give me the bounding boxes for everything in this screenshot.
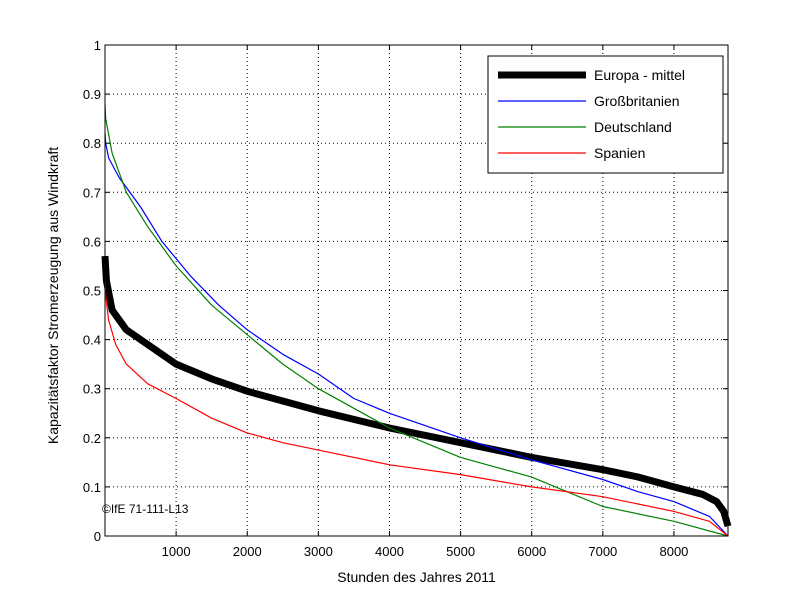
legend-label: Europa - mittel (594, 67, 685, 83)
y-tick-label: 0.3 (83, 382, 101, 397)
y-tick-label: 0.4 (83, 333, 101, 348)
legend-label: Spanien (594, 145, 645, 161)
x-tick-label: 4000 (375, 544, 404, 559)
series-line-3 (104, 280, 729, 537)
legend-label: Großbritanien (594, 93, 680, 109)
y-tick-label: 0.9 (83, 87, 101, 102)
series-line-2 (104, 103, 729, 537)
x-axis-title: Stunden des Jahres 2011 (337, 569, 496, 585)
copyright-annotation: ©IfE 71-111-L13 (102, 502, 189, 516)
axis-ticks: 1000 2000 3000 4000 5000 6000 7000 8000 0 0.1 0.2 0… (83, 38, 728, 559)
y-axis-title: Kapazitätsfaktor Stromerzeugung aus Wind… (45, 147, 61, 444)
x-tick-label: 6000 (517, 544, 546, 559)
legend-label: Deutschland (594, 119, 672, 135)
x-tick-label: 8000 (659, 544, 688, 559)
series-line-0 (101, 255, 732, 528)
series-layer (101, 103, 732, 537)
y-tick-label: 0 (94, 529, 101, 544)
y-tick-label: 0.1 (83, 480, 101, 495)
x-tick-label: 3000 (304, 544, 333, 559)
x-tick-label: 2000 (233, 544, 262, 559)
y-tick-label: 0.6 (83, 234, 101, 249)
x-tick-label: 7000 (588, 544, 617, 559)
y-tick-label: 0.5 (83, 284, 101, 299)
y-tick-label: 0.7 (83, 185, 101, 200)
y-tick-label: 0.8 (83, 136, 101, 151)
legend: Europa - mittel Großbritanien Deutschland S… (487, 55, 724, 174)
y-tick-label: 0.2 (83, 431, 101, 446)
x-tick-label: 5000 (446, 544, 475, 559)
x-tick-label: 1000 (162, 544, 191, 559)
y-tick-label: 1 (94, 38, 101, 53)
